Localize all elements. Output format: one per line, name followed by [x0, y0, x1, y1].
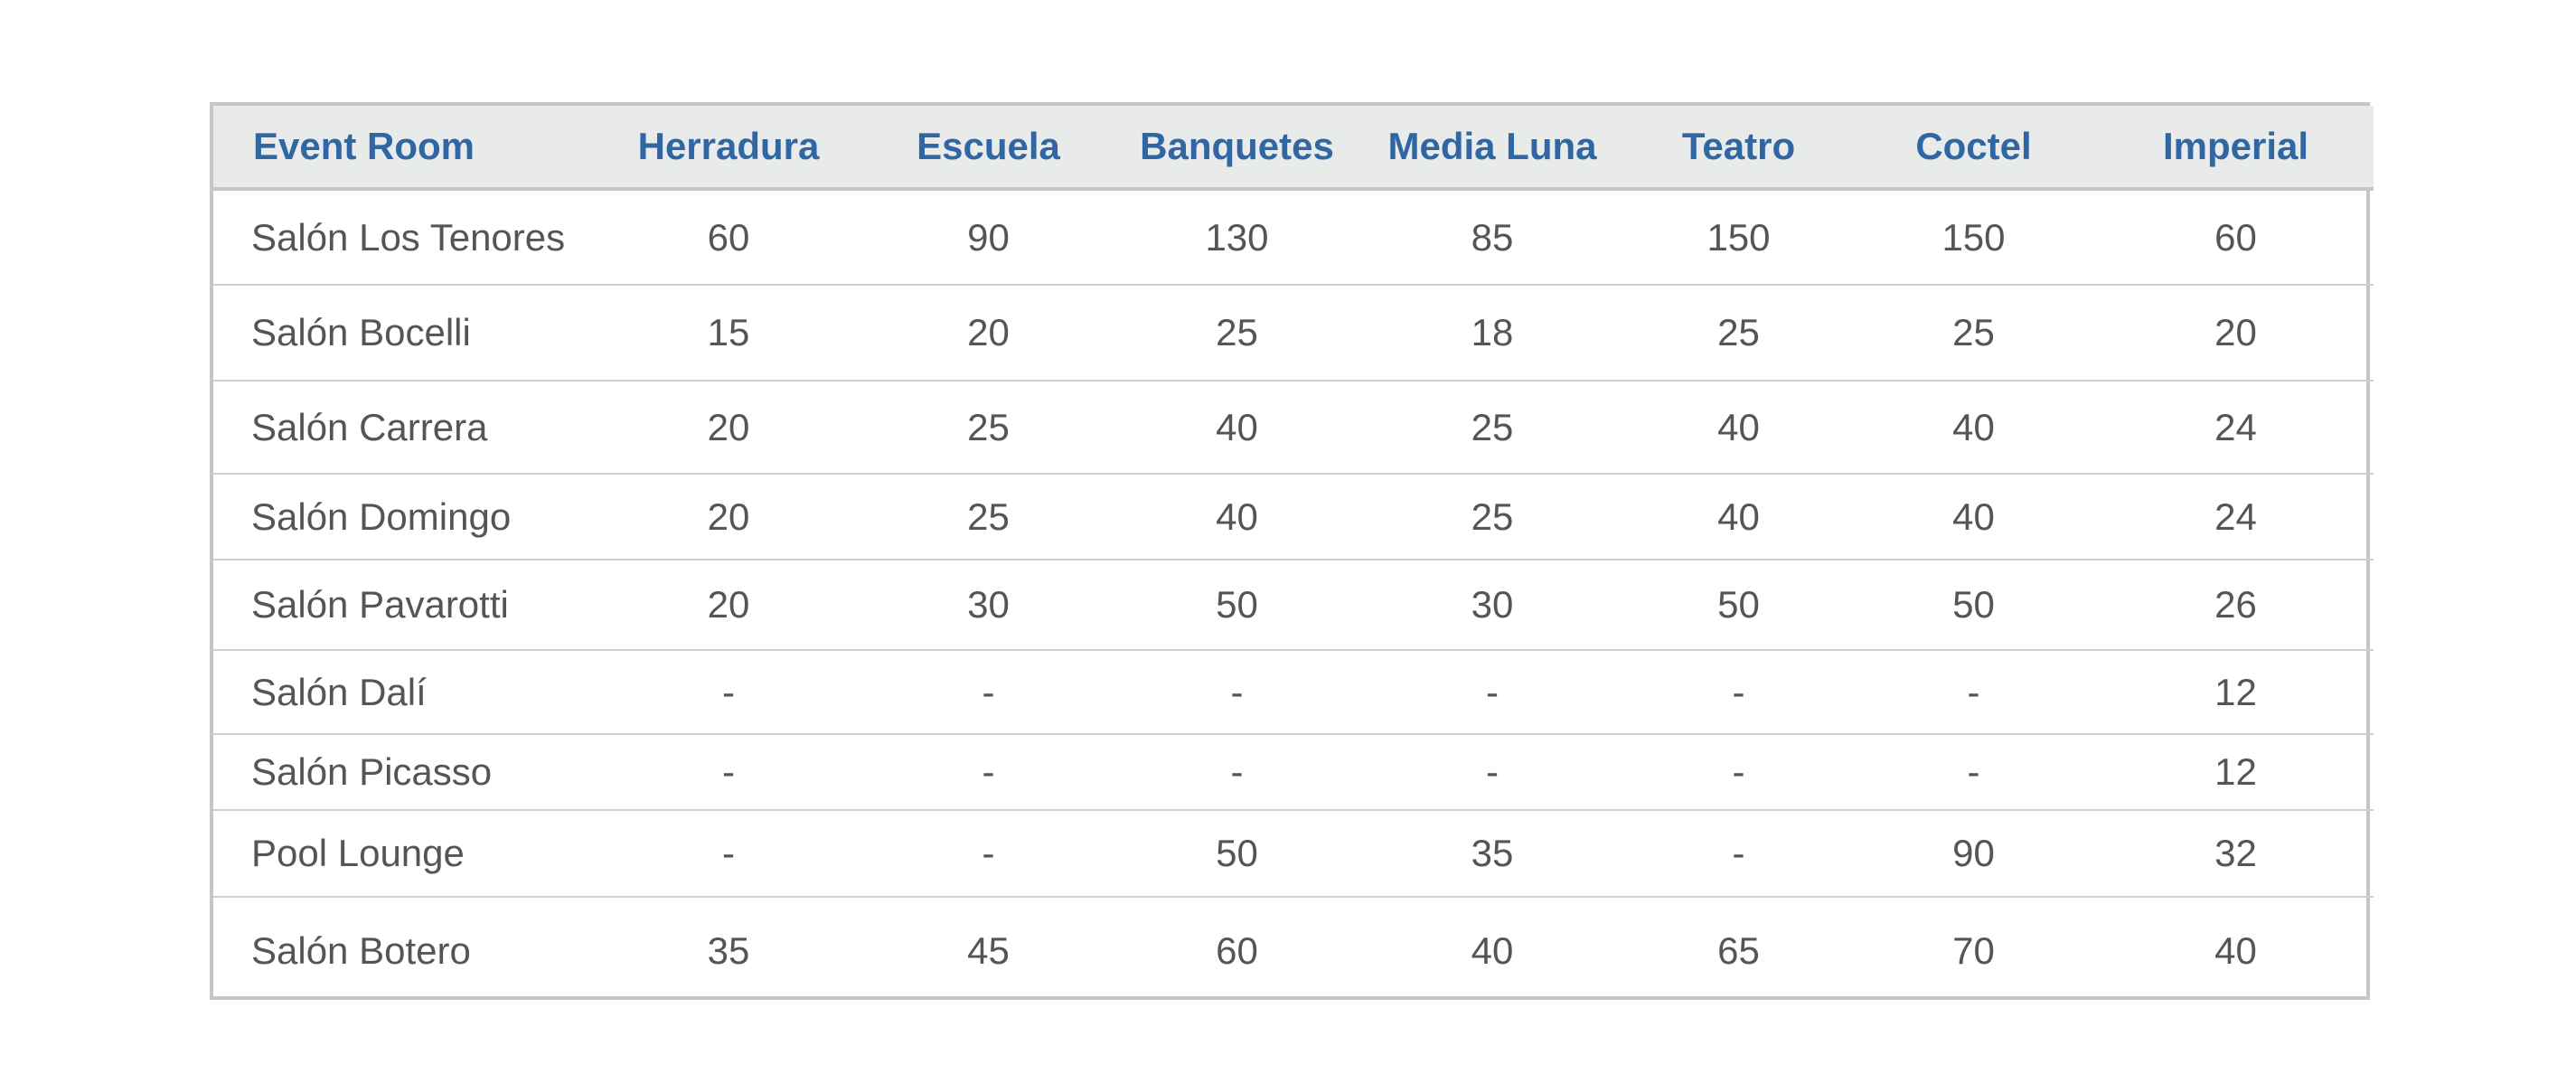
cell-escuela: - [860, 650, 1117, 735]
cell-media-luna: 35 [1357, 810, 1628, 898]
cell-herradura: 60 [597, 189, 860, 286]
header-teatro: Teatro [1628, 106, 1849, 191]
cell-banquetes: 40 [1117, 474, 1357, 561]
table-row: Salón Botero 35 45 60 40 65 70 40 [213, 897, 2374, 1003]
cell-imperial: 40 [2214, 928, 2257, 972]
header-escuela: Escuela [860, 106, 1117, 191]
cell-coctel: 25 [1849, 285, 2098, 382]
cell-media-luna: 25 [1357, 474, 1628, 561]
room-name: Salón Picasso [213, 734, 597, 811]
cell-herradura: - [597, 734, 860, 811]
cell-coctel: 150 [1849, 189, 2098, 286]
cell-escuela: - [860, 734, 1117, 811]
cell-imperial: 26 [2098, 560, 2374, 651]
cell-herradura: 15 [597, 285, 860, 382]
room-name: Pool Lounge [213, 810, 597, 898]
room-name: Salón Bocelli [213, 285, 597, 382]
cell-teatro: 25 [1628, 285, 1849, 382]
table-row: Salón Bocelli 15 20 25 18 25 25 20 [213, 285, 2374, 382]
cell-banquetes: 130 [1117, 189, 1357, 286]
table-row: Salón Los Tenores 60 90 130 85 150 150 6… [213, 189, 2374, 286]
cell-banquetes: - [1117, 650, 1357, 735]
cell-imperial: 24 [2098, 381, 2374, 475]
cell-escuela: 90 [860, 189, 1117, 286]
cell-media-luna: 85 [1357, 189, 1628, 286]
cell-media-luna: 40 [1471, 928, 1514, 972]
cell-coctel: 40 [1849, 474, 2098, 561]
header-coctel: Coctel [1849, 106, 2098, 191]
cell-imperial: 60 [2098, 189, 2374, 286]
header-row: Event Room Herradura Escuela Banquetes M… [213, 106, 2374, 191]
room-name: Salón Domingo [213, 474, 597, 561]
cell-teatro: - [1628, 734, 1849, 811]
cell-escuela: 20 [860, 285, 1117, 382]
cell-herradura: - [597, 810, 860, 898]
cell-escuela: 45 [967, 928, 1010, 972]
table-row: Salón Pavarotti 20 30 50 30 50 50 26 [213, 560, 2374, 651]
cell-coctel: - [1849, 734, 2098, 811]
table-row: Salón Domingo 20 25 40 25 40 40 24 [213, 474, 2374, 561]
cell-escuela: 30 [860, 560, 1117, 651]
cell-teatro: 65 [1717, 928, 1760, 972]
cell-herradura: 20 [597, 381, 860, 475]
cell-media-luna: 18 [1357, 285, 1628, 382]
cell-escuela: 25 [860, 474, 1117, 561]
cell-herradura: 35 [707, 928, 750, 972]
room-name: Salón Dalí [213, 650, 597, 735]
cell-teatro: 150 [1628, 189, 1849, 286]
cell-coctel: 50 [1849, 560, 2098, 651]
cell-media-luna: 30 [1357, 560, 1628, 651]
cell-teatro: - [1628, 650, 1849, 735]
cell-banquetes: 50 [1117, 560, 1357, 651]
table-row: Salón Carrera 20 25 40 25 40 40 24 [213, 381, 2374, 475]
cell-imperial: 20 [2098, 285, 2374, 382]
header-banquetes: Banquetes [1117, 106, 1357, 191]
cell-coctel: 40 [1849, 381, 2098, 475]
cell-banquetes: 25 [1117, 285, 1357, 382]
room-name: Salón Carrera [213, 381, 597, 475]
header-event-room: Event Room [213, 106, 597, 191]
cell-escuela: 25 [860, 381, 1117, 475]
cell-herradura: 20 [597, 474, 860, 561]
cell-media-luna: - [1357, 734, 1628, 811]
cell-teatro: - [1628, 810, 1849, 898]
cell-coctel: 70 [1952, 928, 1995, 972]
cell-media-luna: - [1357, 650, 1628, 735]
cell-banquetes: 60 [1216, 928, 1258, 972]
cell-teatro: 40 [1628, 381, 1849, 475]
table-row: Salón Dalí - - - - - - 12 [213, 650, 2374, 735]
header-imperial: Imperial [2098, 106, 2374, 191]
cell-teatro: 50 [1628, 560, 1849, 651]
header-herradura: Herradura [597, 106, 860, 191]
table-row: Salón Picasso - - - - - - 12 [213, 734, 2374, 811]
header-media-luna: Media Luna [1357, 106, 1628, 191]
room-name: Salón Los Tenores [213, 189, 597, 286]
table-row: Pool Lounge - - 50 35 - 90 32 [213, 810, 2374, 898]
cell-banquetes: 40 [1117, 381, 1357, 475]
room-name: Salón Pavarotti [213, 560, 597, 651]
capacity-table-grid: Event Room Herradura Escuela Banquetes M… [213, 106, 2374, 1003]
cell-imperial: 12 [2098, 650, 2374, 735]
capacity-table: Event Room Herradura Escuela Banquetes M… [210, 102, 2374, 1000]
cell-imperial: 12 [2098, 734, 2374, 811]
cell-herradura: 20 [597, 560, 860, 651]
cell-banquetes: 50 [1117, 810, 1357, 898]
cell-escuela: - [860, 810, 1117, 898]
cell-imperial: 32 [2098, 810, 2374, 898]
cell-imperial: 24 [2098, 474, 2374, 561]
cell-banquetes: - [1117, 734, 1357, 811]
cell-coctel: - [1849, 650, 2098, 735]
cell-media-luna: 25 [1357, 381, 1628, 475]
cell-teatro: 40 [1628, 474, 1849, 561]
cell-herradura: - [597, 650, 860, 735]
room-name: Salón Botero [251, 928, 471, 972]
cell-coctel: 90 [1849, 810, 2098, 898]
